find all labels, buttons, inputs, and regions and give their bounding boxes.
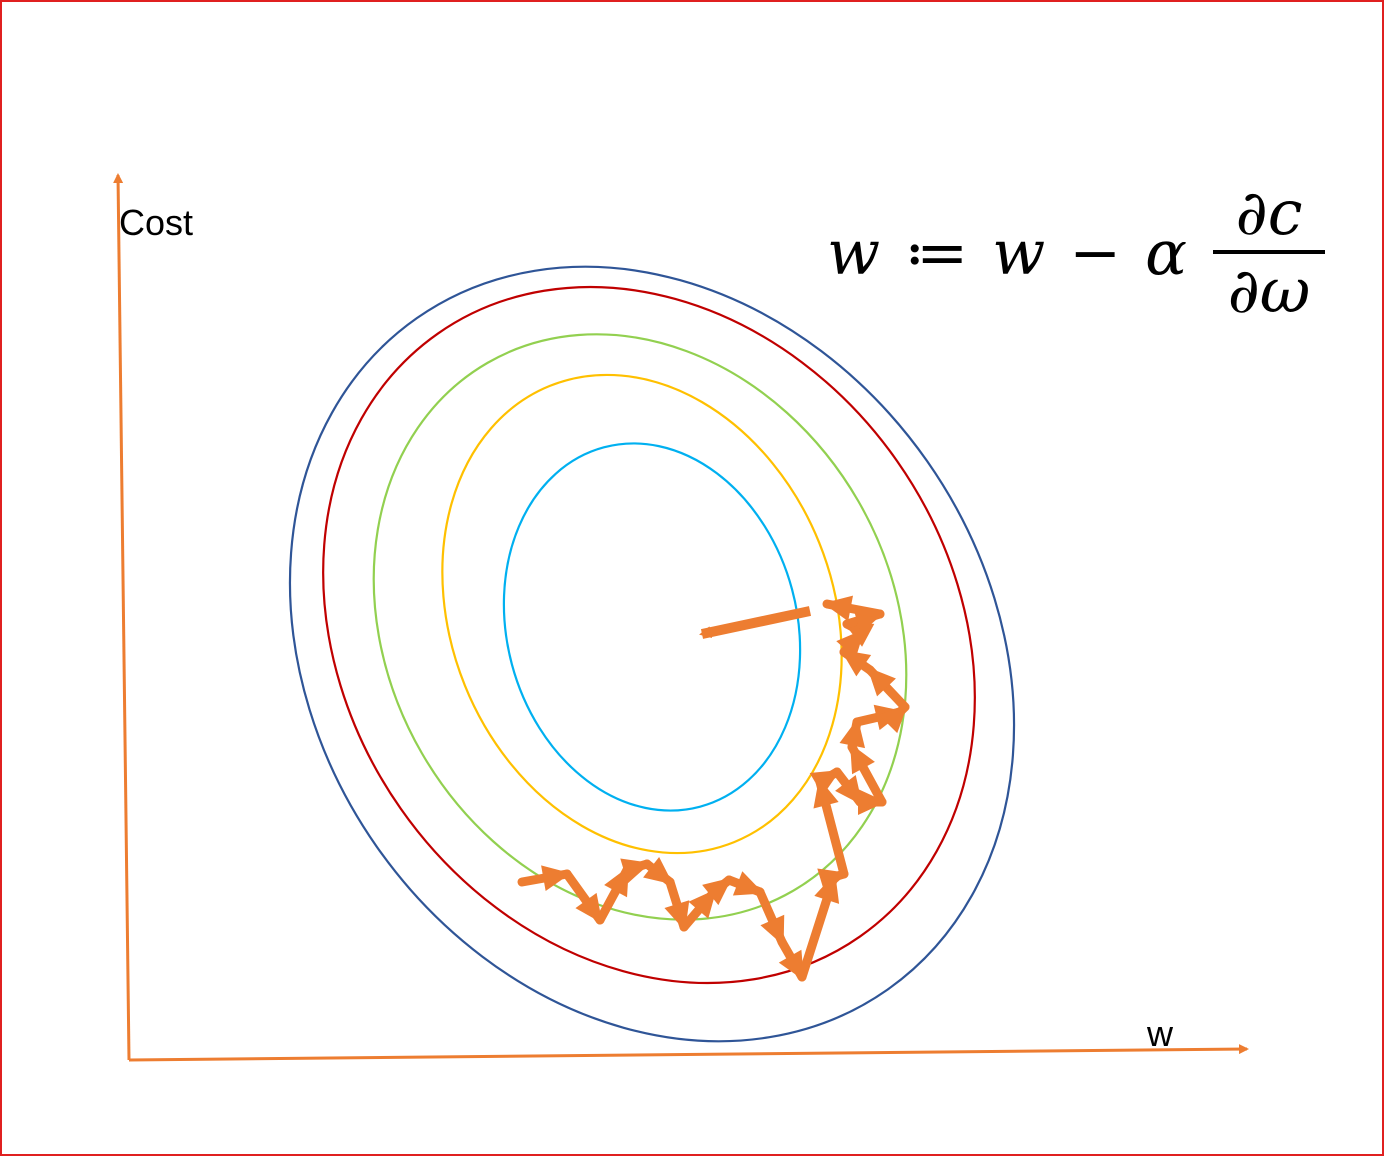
contour-outer xyxy=(288,265,1016,1043)
formula-rate: α xyxy=(1145,215,1188,289)
formula-minus: − xyxy=(1069,215,1122,289)
fraction-bar xyxy=(1213,250,1326,254)
y-axis-label: Cost xyxy=(119,202,194,243)
contour-3 xyxy=(372,333,908,921)
contour-lines xyxy=(288,265,1016,1043)
descent-step-arrowhead xyxy=(732,871,764,896)
x-axis-label: w xyxy=(1147,1013,1173,1054)
descent-step-arrowhead xyxy=(643,856,674,885)
descent-step-arrowhead xyxy=(688,888,717,919)
descent-step-arrowhead xyxy=(840,649,872,677)
descent-step-arrowhead xyxy=(878,704,908,734)
contour-inner xyxy=(502,442,802,812)
descent-step-arrowhead xyxy=(702,877,733,906)
descent-step-arrowhead xyxy=(823,595,853,622)
descent-step-arrowhead xyxy=(575,892,603,924)
contour-4 xyxy=(441,373,843,855)
final-step-arrow xyxy=(699,606,812,639)
formula-numerator: ∂c xyxy=(1235,176,1303,249)
descent-step-arrowhead xyxy=(850,743,875,775)
contour-2 xyxy=(322,285,976,985)
update-rule-formula: w ≔ w − α ∂c ∂ω xyxy=(817,162,1326,342)
formula-term: w xyxy=(992,215,1046,289)
descent-step-arrowhead xyxy=(778,949,804,981)
descent-step-arrowhead xyxy=(604,866,629,898)
descent-step-arrowhead xyxy=(867,667,896,697)
x-axis xyxy=(128,1044,1249,1062)
descent-step-arrowhead xyxy=(809,769,841,796)
y-axis xyxy=(113,173,131,1061)
formula-lhs: w xyxy=(827,215,881,289)
descent-step-arrowhead xyxy=(835,775,863,806)
formula-denominator: ∂ω xyxy=(1227,254,1311,327)
descent-step-arrowhead xyxy=(843,622,875,647)
descent-path xyxy=(517,595,910,982)
descent-step-arrowhead xyxy=(858,789,886,815)
descent-step-arrowhead xyxy=(760,914,785,946)
formula-fraction: ∂c ∂ω xyxy=(1213,176,1326,327)
formula-assign: ≔ xyxy=(904,215,969,289)
